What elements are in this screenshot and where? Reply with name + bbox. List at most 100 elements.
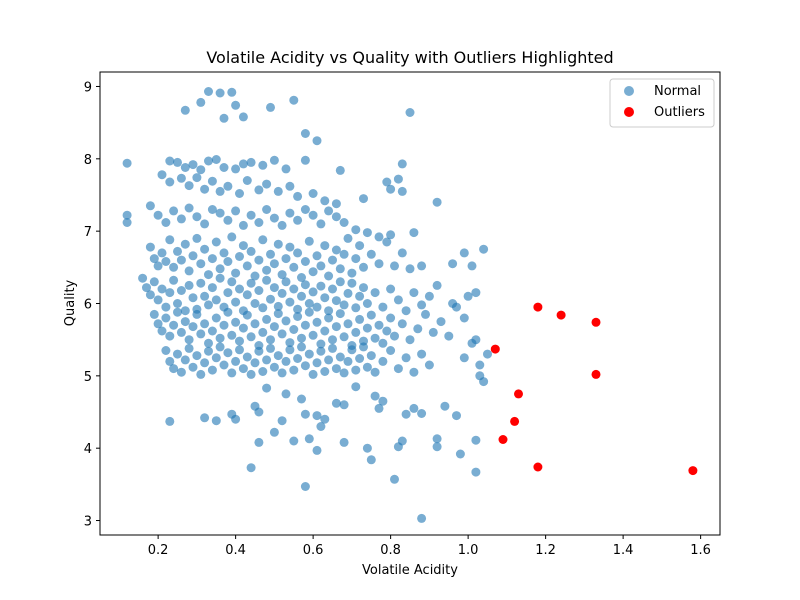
normal-point xyxy=(343,356,353,366)
normal-point xyxy=(312,136,322,146)
normal-point xyxy=(184,203,194,213)
normal-point xyxy=(122,218,132,227)
normal-point xyxy=(235,336,244,346)
normal-point xyxy=(300,129,310,138)
normal-point xyxy=(211,353,221,363)
normal-point xyxy=(223,307,233,317)
normal-point xyxy=(324,206,334,216)
normal-point xyxy=(308,210,318,220)
normal-point xyxy=(207,205,217,214)
normal-point xyxy=(339,332,349,342)
normal-point xyxy=(289,95,299,105)
normal-point xyxy=(250,299,260,308)
normal-point xyxy=(359,194,368,204)
normal-point xyxy=(312,411,322,421)
normal-point xyxy=(173,349,182,359)
normal-point xyxy=(145,290,155,300)
normal-point xyxy=(188,251,198,261)
normal-point xyxy=(440,401,450,411)
normal-point xyxy=(378,356,388,366)
normal-point xyxy=(339,300,349,310)
normal-point xyxy=(188,293,198,303)
normal-point xyxy=(246,278,256,288)
outlier-point xyxy=(490,344,500,354)
normal-point xyxy=(188,322,198,332)
normal-point xyxy=(405,335,415,345)
normal-point xyxy=(242,310,252,320)
normal-point xyxy=(331,245,341,255)
normal-point xyxy=(304,349,314,359)
normal-point xyxy=(200,319,210,329)
normal-point xyxy=(320,326,330,336)
normal-point xyxy=(351,365,361,375)
normal-point xyxy=(250,358,260,368)
normal-point xyxy=(227,87,237,97)
normal-point xyxy=(238,364,248,374)
normal-point xyxy=(316,422,326,431)
normal-point xyxy=(455,449,465,459)
normal-point xyxy=(362,443,372,453)
normal-point xyxy=(246,369,256,379)
normal-point xyxy=(180,163,190,172)
normal-point xyxy=(339,400,349,410)
normal-point xyxy=(386,230,396,240)
normal-point xyxy=(207,326,217,336)
normal-point xyxy=(328,284,337,294)
y-axis: 3 4 5 6 7 8 9 xyxy=(84,80,100,530)
normal-point xyxy=(180,105,190,115)
normal-point xyxy=(417,513,427,523)
normal-point xyxy=(204,87,213,96)
normal-point xyxy=(463,291,473,301)
normal-point xyxy=(324,355,334,365)
normal-point xyxy=(173,157,182,167)
normal-point xyxy=(339,368,349,378)
normal-point xyxy=(483,349,492,359)
normal-point xyxy=(432,442,442,452)
normal-point xyxy=(355,354,365,363)
normal-point xyxy=(320,293,330,303)
normal-point xyxy=(200,291,210,301)
normal-point xyxy=(444,331,454,341)
normal-point xyxy=(471,435,481,445)
normal-point xyxy=(285,208,295,218)
normal-point xyxy=(231,100,241,110)
normal-point xyxy=(343,288,353,298)
legend-label-outliers: Outliers xyxy=(654,105,705,120)
normal-point xyxy=(370,288,380,298)
normal-point xyxy=(273,186,283,196)
normal-point xyxy=(246,157,256,167)
normal-point xyxy=(165,177,175,187)
normal-point xyxy=(300,361,310,371)
normal-point xyxy=(359,283,368,293)
normal-point xyxy=(215,208,225,218)
normal-point xyxy=(254,407,264,417)
normal-point xyxy=(211,313,221,323)
normal-point xyxy=(145,201,155,211)
normal-point xyxy=(269,213,279,223)
x-tick-label: 1.0 xyxy=(458,543,479,558)
normal-point xyxy=(293,312,303,321)
normal-point xyxy=(335,165,345,175)
normal-point xyxy=(281,277,291,287)
normal-point xyxy=(273,239,283,249)
normal-point xyxy=(227,368,237,378)
normal-point xyxy=(149,309,159,319)
normal-point xyxy=(258,327,268,337)
normal-point xyxy=(401,409,411,419)
normal-point xyxy=(231,317,241,327)
normal-point xyxy=(328,255,337,265)
normal-point xyxy=(293,215,303,225)
normal-point xyxy=(262,314,272,324)
normal-point xyxy=(238,112,248,122)
x-tick-label: 1.6 xyxy=(690,543,711,558)
normal-point xyxy=(277,368,287,378)
normal-point xyxy=(409,288,419,298)
normal-point xyxy=(328,343,337,353)
normal-point xyxy=(242,290,252,300)
normal-point xyxy=(424,360,434,370)
normal-point xyxy=(281,389,291,399)
normal-point xyxy=(176,173,186,183)
normal-point xyxy=(479,244,489,254)
normal-point xyxy=(362,299,372,308)
normal-point xyxy=(149,254,159,264)
